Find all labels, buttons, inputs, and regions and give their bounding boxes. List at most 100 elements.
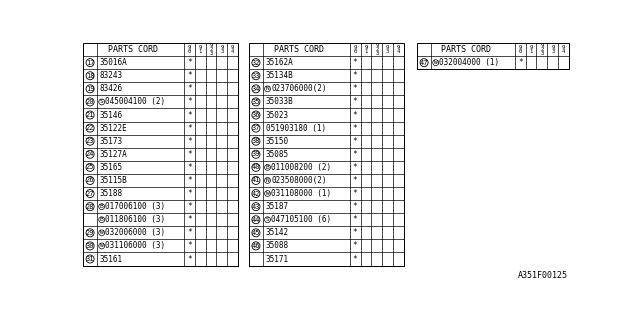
Text: 032004000 (1): 032004000 (1) — [439, 58, 499, 67]
Text: 9
4: 9 4 — [231, 45, 234, 54]
Text: 032006000 (3): 032006000 (3) — [105, 228, 165, 237]
Text: 27: 27 — [86, 190, 94, 196]
Text: 047105100 (6): 047105100 (6) — [271, 215, 331, 224]
Text: 22: 22 — [86, 125, 94, 131]
Text: 35115B: 35115B — [100, 176, 127, 185]
Text: *: * — [353, 228, 357, 237]
Text: 41: 41 — [252, 178, 260, 183]
Text: *: * — [353, 124, 357, 132]
Text: 31: 31 — [86, 256, 94, 262]
Text: 9
3: 9 3 — [386, 45, 389, 54]
Text: 45: 45 — [252, 230, 260, 236]
Text: 017006100 (3): 017006100 (3) — [105, 202, 165, 211]
Text: W: W — [434, 60, 438, 65]
Text: W: W — [266, 191, 269, 196]
Text: 40: 40 — [252, 164, 260, 170]
Text: 023508000(2): 023508000(2) — [271, 176, 326, 185]
Text: 9
2
3: 9 2 3 — [540, 43, 543, 56]
Text: *: * — [187, 228, 191, 237]
Text: 39: 39 — [252, 151, 260, 157]
Text: 35088: 35088 — [266, 241, 289, 251]
Text: W: W — [100, 230, 104, 235]
Text: 051903180 (1): 051903180 (1) — [266, 124, 326, 132]
Text: 17: 17 — [86, 60, 94, 66]
Text: *: * — [187, 97, 191, 107]
Text: W: W — [100, 244, 104, 248]
Text: *: * — [353, 97, 357, 107]
Text: *: * — [353, 189, 357, 198]
Text: 46: 46 — [252, 243, 260, 249]
Text: 83426: 83426 — [100, 84, 123, 93]
Text: 44: 44 — [252, 217, 260, 223]
Text: 35161: 35161 — [100, 254, 123, 263]
Text: PARTS CORD: PARTS CORD — [275, 45, 324, 54]
Text: 9
3: 9 3 — [220, 45, 223, 54]
Text: 33: 33 — [252, 73, 260, 79]
Text: *: * — [353, 163, 357, 172]
Text: *: * — [187, 176, 191, 185]
Bar — [417, 43, 569, 69]
Text: *: * — [187, 137, 191, 146]
Text: 9
4: 9 4 — [562, 45, 565, 54]
Text: B: B — [100, 217, 104, 222]
Text: 47: 47 — [420, 60, 428, 66]
Text: *: * — [187, 163, 191, 172]
Text: 21: 21 — [86, 112, 94, 118]
Text: *: * — [353, 202, 357, 211]
Text: 28: 28 — [86, 204, 94, 210]
Text: S: S — [266, 217, 269, 222]
Text: N: N — [266, 178, 269, 183]
Text: 011008200 (2): 011008200 (2) — [271, 163, 331, 172]
Text: 24: 24 — [86, 151, 94, 157]
Text: 34: 34 — [252, 86, 260, 92]
Text: *: * — [353, 84, 357, 93]
Text: 031108000 (1): 031108000 (1) — [271, 189, 331, 198]
Text: 9
1: 9 1 — [529, 45, 532, 54]
Text: 9
0: 9 0 — [188, 45, 191, 54]
Text: *: * — [187, 124, 191, 132]
Text: *: * — [353, 110, 357, 119]
Text: 38: 38 — [252, 138, 260, 144]
Text: *: * — [353, 215, 357, 224]
Text: 9
4: 9 4 — [397, 45, 400, 54]
Bar — [83, 43, 238, 266]
Text: 35: 35 — [252, 99, 260, 105]
Text: *: * — [353, 58, 357, 67]
Text: 023706000(2): 023706000(2) — [271, 84, 326, 93]
Text: 35122E: 35122E — [100, 124, 127, 132]
Text: A351F00125: A351F00125 — [518, 271, 568, 280]
Text: 36: 36 — [252, 112, 260, 118]
Text: 045004100 (2): 045004100 (2) — [105, 97, 165, 107]
Text: 9
0: 9 0 — [353, 45, 356, 54]
Text: *: * — [187, 110, 191, 119]
Text: *: * — [353, 241, 357, 251]
Text: B: B — [266, 165, 269, 170]
Text: 37: 37 — [252, 125, 260, 131]
Text: 19: 19 — [86, 86, 94, 92]
Text: *: * — [353, 254, 357, 263]
Bar — [249, 43, 404, 266]
Text: 9
0: 9 0 — [518, 45, 522, 54]
Text: 35146: 35146 — [100, 110, 123, 119]
Text: 29: 29 — [86, 230, 94, 236]
Text: 9
1: 9 1 — [198, 45, 202, 54]
Text: 35171: 35171 — [266, 254, 289, 263]
Text: *: * — [353, 71, 357, 80]
Text: 35033B: 35033B — [266, 97, 293, 107]
Text: 35085: 35085 — [266, 150, 289, 159]
Text: 43: 43 — [252, 204, 260, 210]
Text: 35150: 35150 — [266, 137, 289, 146]
Text: 35016A: 35016A — [100, 58, 127, 67]
Text: *: * — [187, 58, 191, 67]
Text: 9
3: 9 3 — [551, 45, 554, 54]
Text: *: * — [187, 150, 191, 159]
Text: *: * — [187, 254, 191, 263]
Text: 35162A: 35162A — [266, 58, 293, 67]
Text: 35134B: 35134B — [266, 71, 293, 80]
Text: 011806100 (3): 011806100 (3) — [105, 215, 165, 224]
Text: 32: 32 — [252, 60, 260, 66]
Text: 35173: 35173 — [100, 137, 123, 146]
Text: *: * — [187, 71, 191, 80]
Text: *: * — [353, 137, 357, 146]
Text: *: * — [187, 215, 191, 224]
